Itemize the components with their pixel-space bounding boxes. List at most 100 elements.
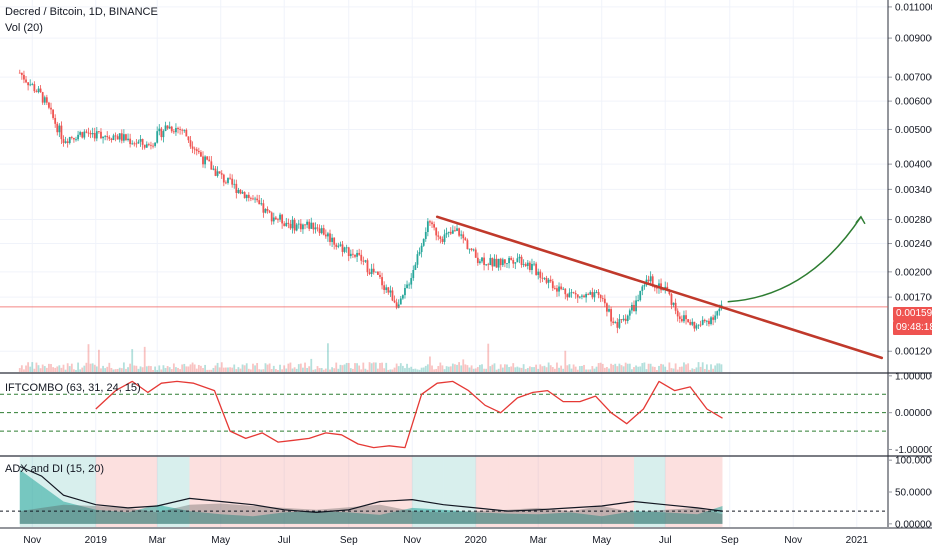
candle-body [104, 135, 107, 137]
volume-bar [639, 366, 642, 372]
volume-bar [549, 365, 552, 372]
volume-bar [295, 368, 298, 372]
candle-body [266, 208, 269, 211]
candle-body [45, 97, 48, 103]
volume-bar [337, 368, 340, 372]
candle-body [345, 247, 348, 249]
candle-body [372, 268, 375, 273]
candle-body [91, 133, 94, 135]
volume-bar [662, 364, 665, 372]
candle-body [85, 131, 88, 133]
candle-body [424, 231, 427, 239]
volume-bar [360, 369, 363, 372]
volume-bar [118, 367, 121, 372]
volume-bar [247, 368, 250, 372]
volume-bar [705, 364, 708, 372]
volume-bar [27, 362, 30, 372]
volume-bar [703, 368, 706, 372]
volume-bar [441, 365, 444, 372]
candle-body [560, 286, 563, 290]
volume-bar [274, 369, 277, 372]
candle-body [470, 248, 473, 250]
candle-body [493, 258, 496, 267]
x-tick-label: Nov [23, 535, 41, 546]
candle-body [164, 125, 167, 132]
volume-bar [597, 363, 600, 372]
volume-bar [108, 362, 111, 372]
volume-bar [495, 369, 498, 372]
volume-bar [145, 366, 148, 372]
volume-bar [356, 363, 358, 372]
candle-body [25, 79, 27, 83]
volume-bar [177, 367, 179, 372]
candle-body [283, 223, 286, 226]
volume-bar [210, 369, 213, 372]
candle-body [324, 234, 327, 237]
volume-bar [720, 364, 723, 372]
volume-bar [204, 364, 206, 372]
volume-bar [349, 368, 352, 372]
volume-bar [281, 369, 284, 372]
candle-body [316, 227, 319, 229]
volume-bar [316, 366, 319, 372]
candle-body [247, 194, 250, 198]
volume-bar [116, 368, 119, 372]
candle-body [77, 134, 79, 140]
x-tick-label: Sep [721, 535, 739, 546]
candle-body [468, 248, 471, 250]
candle-body [576, 294, 579, 298]
candlestick-series [18, 69, 723, 334]
volume-bar [645, 369, 648, 372]
candle-body [718, 308, 721, 312]
volume-bar [508, 367, 510, 372]
candle-body [356, 252, 358, 257]
volume-bar [587, 369, 590, 372]
candle-body [339, 244, 342, 246]
volume-bar [558, 367, 560, 372]
volume-bar [476, 367, 479, 372]
volume-bar [216, 362, 219, 372]
candle-body [385, 287, 388, 290]
volume-bar [81, 367, 84, 372]
volume-bar [193, 364, 196, 372]
volume-bar [553, 368, 556, 372]
candle-body [23, 74, 25, 80]
candle-body [712, 317, 715, 320]
volume-bar [381, 362, 383, 372]
volume-bar [312, 369, 315, 372]
candle-body [485, 264, 488, 266]
volume-bar [585, 369, 588, 372]
volume-bar [120, 368, 123, 372]
volume-bar [262, 369, 265, 372]
candle-body [270, 212, 273, 222]
volume-bar [302, 367, 304, 372]
volume-bar [91, 363, 94, 372]
volume-bar [581, 365, 583, 372]
candle-body [87, 132, 90, 134]
candle-body [200, 152, 202, 157]
volume-bar [231, 367, 234, 372]
volume-bar [649, 363, 652, 372]
volume-bar [289, 362, 292, 372]
candle-body [705, 320, 708, 322]
candle-body [497, 258, 500, 268]
volume-bar [447, 366, 450, 372]
candle-body [308, 221, 311, 229]
volume-bar [68, 366, 71, 372]
candle-body [597, 292, 600, 295]
candle-body [354, 254, 356, 257]
volume-bar [618, 363, 621, 372]
volume-bar [504, 364, 506, 372]
candle-body [62, 139, 65, 143]
volume-bar [100, 368, 102, 372]
volume-bar [514, 367, 517, 372]
volume-bar [483, 368, 485, 372]
candle-body [35, 91, 38, 93]
volume-bar [166, 366, 169, 372]
volume-bar [637, 366, 640, 372]
volume-bar [674, 363, 677, 372]
candle-body [633, 304, 635, 312]
